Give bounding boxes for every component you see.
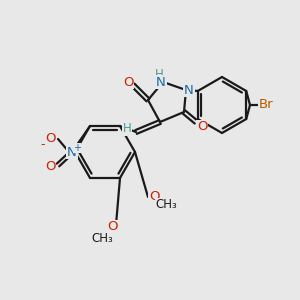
Text: O: O (149, 190, 159, 203)
Text: CH₃: CH₃ (91, 232, 113, 245)
Text: N: N (184, 83, 194, 97)
Text: O: O (107, 220, 117, 233)
Text: N: N (156, 76, 166, 88)
Text: H: H (154, 68, 164, 82)
Text: -: - (41, 139, 45, 152)
Text: O: O (197, 121, 207, 134)
Text: CH₃: CH₃ (155, 199, 177, 212)
Text: Br: Br (259, 98, 273, 112)
Text: O: O (45, 160, 55, 173)
Text: N: N (67, 146, 77, 158)
Text: O: O (123, 76, 133, 88)
Text: O: O (45, 133, 55, 146)
Text: +: + (73, 143, 81, 153)
Text: H: H (123, 122, 131, 136)
